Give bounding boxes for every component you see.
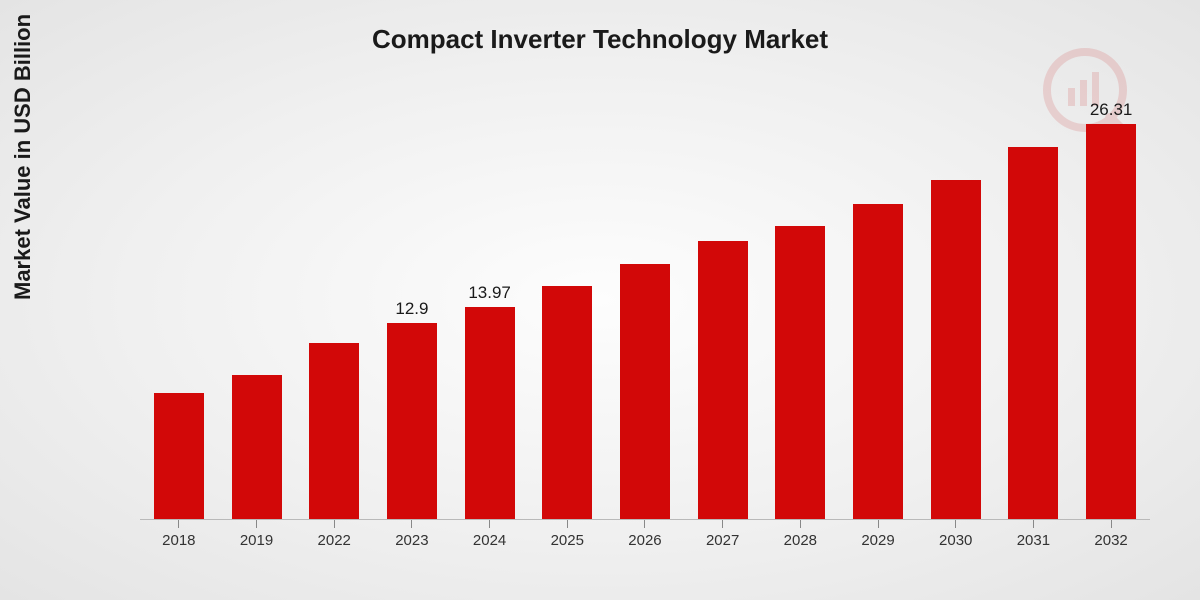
x-tick: 2018 (140, 520, 218, 560)
x-tick-label: 2027 (706, 532, 739, 549)
tick-line (1111, 520, 1112, 528)
bar-slot (762, 100, 840, 519)
bar-slot (839, 100, 917, 519)
tick-line (567, 520, 568, 528)
bar (154, 393, 204, 519)
x-tick-label: 2032 (1094, 532, 1127, 549)
tick-line (644, 520, 645, 528)
bar (1008, 147, 1058, 519)
bar-value-label: 13.97 (468, 283, 511, 303)
bar (775, 226, 825, 519)
tick-line (334, 520, 335, 528)
bar (309, 343, 359, 519)
bar (620, 264, 670, 519)
bar (931, 180, 981, 519)
bar-slot (606, 100, 684, 519)
x-tick-label: 2018 (162, 532, 195, 549)
bar-slot: 12.9 (373, 100, 451, 519)
tick-line (178, 520, 179, 528)
plot-area: 12.9 13.97 26.31 (140, 100, 1150, 520)
bar (698, 241, 748, 519)
tick-line (256, 520, 257, 528)
x-tick: 2026 (606, 520, 684, 560)
bar-slot: 26.31 (1072, 100, 1150, 519)
tick-line (722, 520, 723, 528)
bar-value-label: 26.31 (1090, 100, 1133, 120)
x-tick-label: 2019 (240, 532, 273, 549)
bars-container: 12.9 13.97 26.31 (140, 100, 1150, 519)
x-tick: 2025 (528, 520, 606, 560)
x-tick: 2023 (373, 520, 451, 560)
tick-line (1033, 520, 1034, 528)
tick-line (955, 520, 956, 528)
bar-slot (295, 100, 373, 519)
tick-line (878, 520, 879, 528)
bar (853, 204, 903, 519)
x-tick: 2032 (1072, 520, 1150, 560)
bar (1086, 124, 1136, 519)
x-tick: 2019 (218, 520, 296, 560)
x-tick: 2030 (917, 520, 995, 560)
x-tick-label: 2022 (318, 532, 351, 549)
x-tick: 2028 (762, 520, 840, 560)
tick-line (411, 520, 412, 528)
bar (387, 323, 437, 519)
bar (232, 375, 282, 519)
tick-line (489, 520, 490, 528)
bar (465, 307, 515, 519)
x-tick-label: 2023 (395, 532, 428, 549)
x-tick-label: 2024 (473, 532, 506, 549)
x-tick: 2031 (995, 520, 1073, 560)
x-tick: 2029 (839, 520, 917, 560)
bar-slot: 13.97 (451, 100, 529, 519)
x-tick-label: 2028 (784, 532, 817, 549)
bar-slot (218, 100, 296, 519)
chart-title: Compact Inverter Technology Market (0, 24, 1200, 55)
bar-slot (917, 100, 995, 519)
y-axis-label: Market Value in USD Billion (10, 14, 36, 300)
x-tick-label: 2030 (939, 532, 972, 549)
x-tick-label: 2025 (551, 532, 584, 549)
x-tick: 2022 (295, 520, 373, 560)
bar-slot (995, 100, 1073, 519)
x-tick: 2024 (451, 520, 529, 560)
bar-slot (140, 100, 218, 519)
bar (542, 286, 592, 519)
bar-slot (684, 100, 762, 519)
x-tick-label: 2026 (628, 532, 661, 549)
x-tick-label: 2029 (861, 532, 894, 549)
x-tick-label: 2031 (1017, 532, 1050, 549)
bar-value-label: 12.9 (395, 299, 428, 319)
x-axis: 2018 2019 2022 2023 2024 2025 2026 2027 2028 2029… (140, 520, 1150, 560)
x-tick: 2027 (684, 520, 762, 560)
bar-slot (528, 100, 606, 519)
tick-line (800, 520, 801, 528)
